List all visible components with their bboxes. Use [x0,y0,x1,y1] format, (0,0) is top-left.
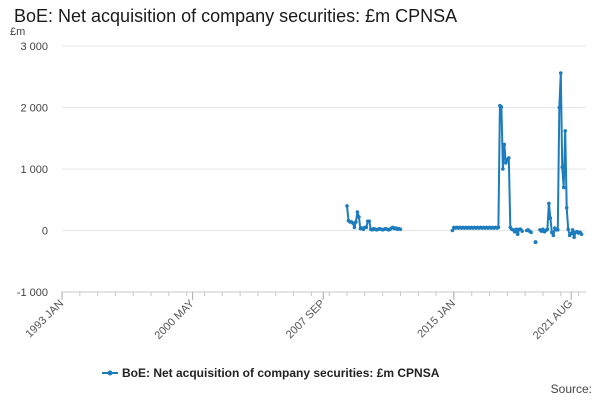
x-tick-label: 2021 AUG [531,298,575,342]
data-point[interactable] [548,216,553,220]
y-axis-unit-label: £m [10,26,26,38]
data-point[interactable] [499,105,504,109]
data-point[interactable] [398,227,403,232]
data-point[interactable] [364,225,369,230]
data-point[interactable] [533,240,538,245]
data-point[interactable] [514,227,519,232]
data-point[interactable] [579,232,584,236]
data-point[interactable] [547,201,551,206]
y-tick-label: 1 000 [20,164,48,176]
x-tick-label: 1993 JAN [23,298,66,341]
data-point[interactable] [345,204,349,208]
data-point[interactable] [351,221,355,225]
data-point[interactable] [450,228,455,233]
data-point[interactable] [357,215,361,219]
data-point[interactable] [570,228,575,232]
data-point[interactable] [354,220,358,224]
data-point[interactable] [520,229,524,233]
data-point[interactable] [550,230,554,235]
data-point[interactable] [558,71,563,75]
data-point[interactable] [560,165,565,169]
data-point[interactable] [515,232,520,236]
source-label[interactable]: Source: [550,382,592,396]
legend[interactable]: BoE: Net acquisition of company securiti… [102,366,440,380]
data-point[interactable] [545,227,550,232]
data-point[interactable] [555,228,560,232]
data-point[interactable] [557,105,562,110]
data-point[interactable] [496,225,501,230]
data-point[interactable] [504,161,508,165]
data-point[interactable] [367,219,372,224]
data-point[interactable] [572,235,576,240]
y-tick-label: 2 000 [20,103,48,115]
x-axis: 1993 JAN 2000 MAY 2007 SEP 2015 JAN 2021 AUG [23,291,586,342]
legend-swatch-marker [107,370,113,376]
chart-title: BoE: Net acquisition of company securiti… [14,6,458,26]
data-point[interactable] [569,231,573,236]
data-point[interactable] [551,233,556,238]
x-tick-label: 2007 SEP [284,298,328,342]
data-point[interactable] [507,156,511,160]
data-point[interactable] [501,167,505,171]
data-point[interactable] [355,210,360,214]
x-tick-label: 2000 MAY [153,297,198,342]
series-line [451,104,523,236]
y-tick-label: 3 000 [20,41,48,53]
data-point[interactable] [564,205,569,210]
data-point[interactable] [563,129,568,133]
y-tick-label: -1 000 [17,287,48,299]
series-line [539,72,583,239]
data-point[interactable] [566,227,570,232]
legend-label[interactable]: BoE: Net acquisition of company securiti… [122,366,440,380]
data-point[interactable] [352,225,357,230]
y-tick-label: 0 [42,226,48,238]
x-tick-label: 2015 JAN [415,298,458,341]
data-point[interactable] [561,185,566,190]
gridlines [62,45,586,293]
data-point[interactable] [502,142,507,147]
data-point[interactable] [529,230,533,235]
series-layer [345,71,584,245]
y-axis: -1 000 0 1 000 2 000 3 000 [17,41,48,299]
